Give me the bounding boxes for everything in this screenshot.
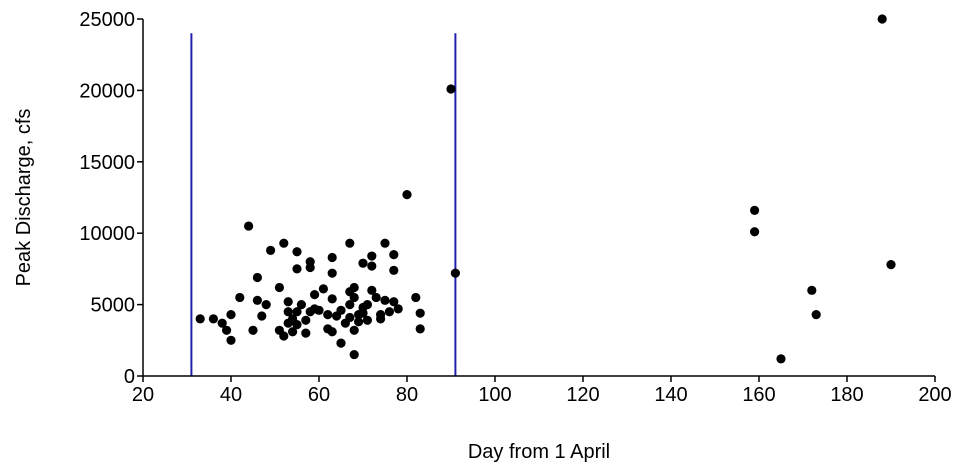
data-point [244,221,254,231]
y-tick-label: 0 [124,366,135,388]
data-point [358,258,368,268]
x-tick-label: 40 [220,384,242,406]
data-point [367,285,377,295]
data-point [292,264,302,274]
data-point [327,268,337,278]
y-tick-label: 20000 [79,80,135,102]
data-point [235,292,245,303]
data-point [310,290,320,300]
data-point [362,300,372,310]
data-point [886,260,896,270]
x-tick-label: 20 [132,384,154,406]
data-point [323,309,333,320]
data-point [327,252,337,263]
data-point [349,282,359,293]
data-point [415,324,425,334]
data-point [358,308,368,318]
x-tick-label: 60 [308,384,330,406]
data-point [349,349,359,360]
data-point [274,282,284,293]
data-point [402,190,412,200]
x-axis-ticks: 20 40 60 80 100 120 140 160 180 200 [132,376,952,406]
x-tick-label: 180 [830,384,863,406]
y-axis-ticks: 0 5000 10000 15000 20000 25000 [79,9,143,388]
data-point [266,245,276,255]
data-point [750,205,760,215]
data-point [327,327,337,337]
data-point [318,284,328,294]
data-point [208,314,218,324]
data-point [349,325,359,335]
data-point [371,292,381,303]
data-point [367,251,377,261]
data-point [336,305,346,315]
data-point [389,250,399,260]
x-tick-label: 100 [478,384,511,406]
data-point [380,295,390,305]
data-point [380,238,390,248]
x-axis-title: Day from 1 April [468,441,610,463]
y-tick-label: 10000 [79,223,135,245]
x-tick-label: 160 [742,384,775,406]
data-point [811,309,821,320]
data-point [292,307,302,317]
data-point [376,314,386,324]
data-point [292,247,302,257]
data-point [336,338,346,348]
data-point [283,297,293,307]
x-tick-label: 200 [918,384,951,406]
data-point [257,311,267,321]
data-point [327,294,337,304]
data-point [248,325,258,335]
data-point [292,319,302,330]
data-point [345,238,355,248]
x-tick-label: 140 [654,384,687,406]
data-point [305,262,315,273]
data-point [252,272,262,283]
y-axis-title: Peak Discharge, cfs [13,109,35,287]
data-point [261,300,271,310]
data-point [877,14,887,24]
data-point [288,327,298,337]
data-point [301,315,311,325]
data-point [217,318,227,328]
data-point [345,300,355,310]
data-point [367,261,377,271]
data-point [393,304,403,314]
y-tick-label: 15000 [79,152,135,174]
data-point [296,300,306,310]
data-point [283,307,293,317]
data-point [314,305,324,315]
data-point [389,297,399,307]
data-point [226,309,236,320]
y-tick-label: 5000 [91,295,136,317]
data-point [384,307,394,317]
data-point [776,354,786,364]
data-point [301,328,311,338]
x-tick-label: 80 [396,384,418,406]
data-point [354,317,364,327]
data-point [279,331,289,341]
data-point [450,268,460,278]
data-point [446,84,456,94]
data-point [389,265,399,275]
data-point [345,312,355,323]
data-point [750,227,760,237]
data-point [226,335,236,345]
data-point [807,285,817,295]
data-point [349,292,359,303]
data-point [415,308,425,318]
plot-area [190,14,896,376]
data-point [222,325,232,335]
data-point [195,314,205,324]
data-point [362,315,372,325]
x-tick-label: 120 [566,384,599,406]
data-point [411,292,421,303]
y-tick-label: 25000 [79,9,135,31]
data-point [279,238,289,248]
data-point [252,295,262,305]
